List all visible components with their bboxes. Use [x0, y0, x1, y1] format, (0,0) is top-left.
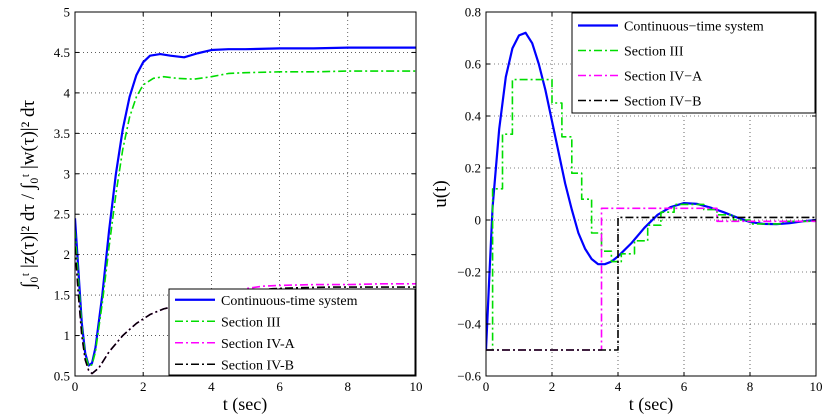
- right-legend-box: [571, 12, 816, 114]
- left-x-tick-label: 2: [140, 379, 147, 394]
- left-y-tick-label: 0.5: [54, 369, 70, 384]
- left-series-line-0: [75, 46, 416, 367]
- left-y-tick-label: 3.5: [54, 126, 70, 141]
- right-x-tick-label: 10: [810, 379, 823, 394]
- left-y-tick-label: 1: [64, 328, 71, 343]
- right-legend-label-0: Continuous−time system: [624, 20, 764, 35]
- left-legend: Continuous-time system Section III Section…: [168, 288, 416, 376]
- left-x-axis-label: t (sec): [223, 394, 267, 415]
- right-x-axis-label: t (sec): [629, 394, 673, 415]
- left-y-axis-label: ∫₀ᵗ |z(τ)|² dτ / ∫₀ᵗ |w(τ)|² dτ: [18, 99, 40, 289]
- left-series-line-2: [75, 246, 416, 375]
- right-x-tick-label: 0: [483, 379, 490, 394]
- right-legend: Continuous−time system Section III Section…: [571, 12, 816, 114]
- left-legend-label-1: Section III: [221, 315, 281, 330]
- left-legend-label-3: Section IV-B: [221, 358, 294, 373]
- left-x-tick-label: 6: [276, 379, 283, 394]
- left-x-tick-label: 8: [345, 379, 352, 394]
- right-chart: 0 2 4 6 8 10 −0.6 −0.4 −0.2 0 0.2 0.4 0.6 0.8 t (sec)…: [430, 5, 823, 416]
- right-legend-label-3: Section IV−B: [624, 95, 702, 110]
- left-y-tick-label: 2.5: [54, 207, 70, 222]
- left-series-line-3: [75, 246, 416, 375]
- right-ticks: 0 2 4 6 8 10 −0.6 −0.4 −0.2 0 0.2 0.4 0.6 0.8: [457, 5, 822, 395]
- right-y-tick-label: 0.4: [465, 109, 482, 124]
- left-axes-frame: [74, 11, 417, 377]
- left-x-tick-label: 4: [208, 379, 215, 394]
- right-y-tick-label: 0: [475, 213, 482, 228]
- right-series-layer: [486, 31, 816, 351]
- left-y-tick-label: 5: [64, 5, 71, 20]
- right-y-tick-label: 0.8: [465, 5, 481, 20]
- right-y-tick-label: 0.2: [465, 161, 481, 176]
- left-legend-label-2: Section IV-A: [221, 337, 296, 352]
- left-y-tick-label: 3: [64, 166, 71, 181]
- right-x-tick-label: 6: [681, 379, 688, 394]
- left-legend-box: [168, 288, 416, 376]
- left-x-tick-label: 0: [72, 379, 79, 394]
- left-series-line-1: [75, 70, 416, 368]
- right-legend-label-2: Section IV−A: [624, 70, 703, 85]
- right-y-tick-label: −0.2: [457, 265, 481, 280]
- left-series-layer: [75, 46, 416, 375]
- left-chart: 0 2 4 6 8 10 0.5 1 1.5 2 2.5 3 3.5 4 4.5 5 t (sec) ∫₀ᵗ …: [18, 5, 423, 416]
- right-axes-frame: [485, 11, 817, 377]
- left-x-tick-label: 10: [410, 379, 423, 394]
- left-y-tick-label: 4.5: [54, 45, 70, 60]
- left-y-tick-label: 2: [64, 247, 71, 262]
- right-series-line-3: [486, 216, 816, 351]
- right-y-axis-label: u(t): [430, 180, 451, 207]
- left-legend-label-0: Continuous-time system: [221, 294, 358, 309]
- right-x-tick-label: 4: [615, 379, 622, 394]
- right-y-tick-label: 0.6: [465, 57, 482, 72]
- left-y-tick-label: 1.5: [54, 288, 70, 303]
- left-y-tick-label: 4: [64, 85, 71, 100]
- right-series-line-1: [486, 78, 816, 351]
- right-series-line-0: [486, 31, 816, 351]
- right-y-tick-label: −0.4: [457, 317, 481, 332]
- right-x-tick-label: 8: [747, 379, 754, 394]
- right-legend-label-1: Section III: [624, 45, 684, 60]
- right-y-tick-label: −0.6: [457, 369, 481, 384]
- right-x-tick-label: 2: [549, 379, 556, 394]
